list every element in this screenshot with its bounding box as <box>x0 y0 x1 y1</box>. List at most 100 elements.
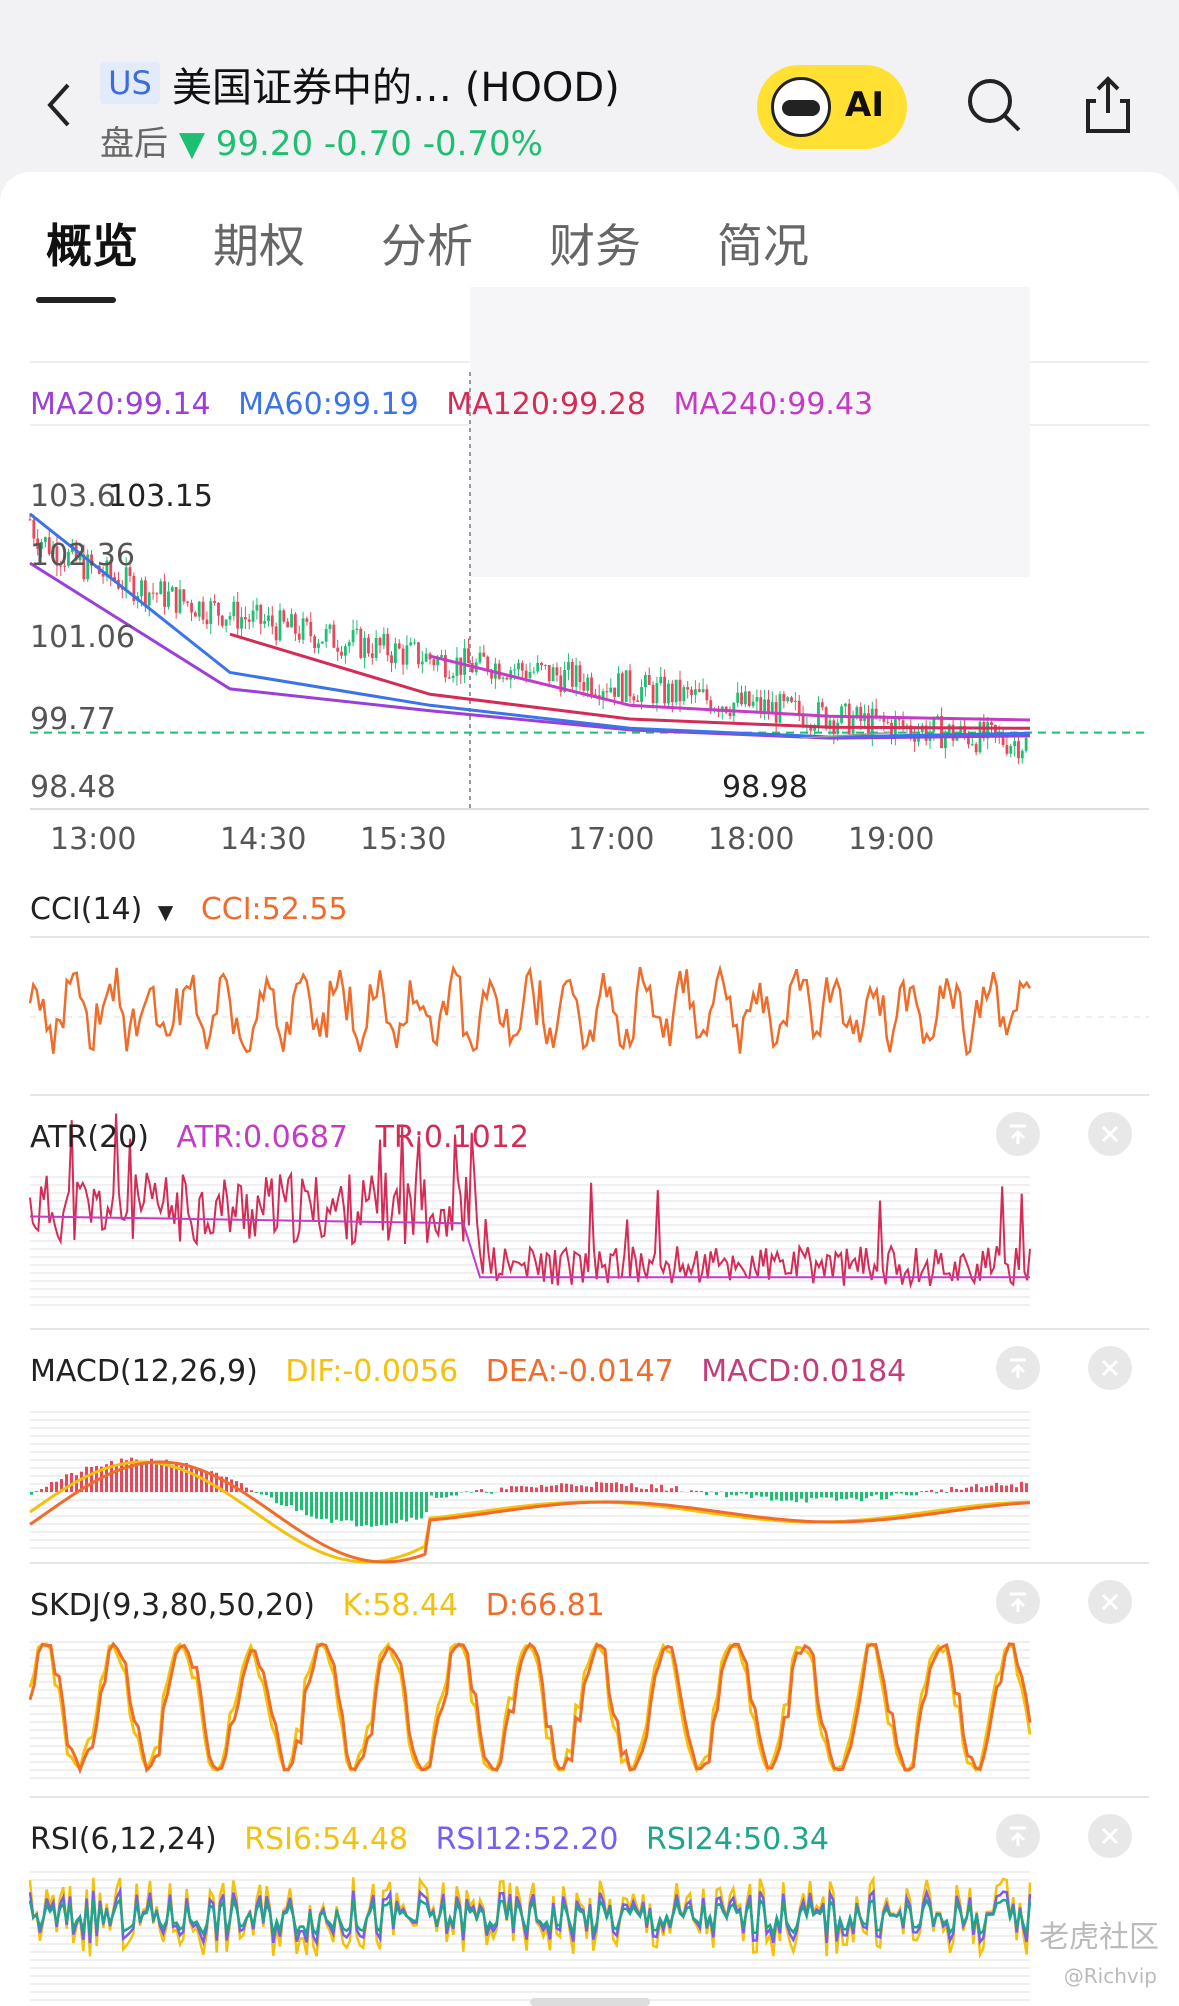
candle-body <box>274 626 278 641</box>
candle-body <box>601 691 605 699</box>
macd-histogram-bar <box>845 1492 848 1500</box>
close-indicator-button[interactable] <box>1088 1580 1132 1624</box>
macd-histogram-bar <box>325 1492 328 1519</box>
candle-body <box>628 670 632 697</box>
candle-body <box>970 744 974 746</box>
candle-body <box>517 663 520 670</box>
macd-histogram-bar <box>490 1492 493 1494</box>
candle-body <box>505 677 509 680</box>
candle-body <box>670 683 674 703</box>
tab-analysis[interactable]: 分析 <box>381 219 473 273</box>
pin-indicator-button[interactable] <box>996 1580 1040 1624</box>
pin-icon <box>1010 1358 1026 1378</box>
candle-body <box>347 642 351 647</box>
pin-indicator-button[interactable] <box>996 1112 1040 1156</box>
candle-body <box>90 554 93 566</box>
candle-body <box>409 642 413 646</box>
candle-body <box>851 717 855 734</box>
macd-histogram-bar <box>835 1492 838 1501</box>
market-badge: US <box>100 62 160 104</box>
candle-body <box>332 624 336 648</box>
pin-icon <box>1010 1592 1026 1612</box>
tab-financials[interactable]: 财务 <box>549 219 641 273</box>
macd-histogram-bar <box>800 1492 803 1499</box>
candle-body <box>378 637 382 646</box>
pin-indicator-button[interactable] <box>996 1814 1040 1858</box>
dea-line <box>29 1460 1031 1564</box>
candle-body <box>440 655 443 658</box>
candle-body <box>182 589 186 602</box>
rsi24-line <box>28 1896 1032 1940</box>
candle-body <box>297 633 301 640</box>
close-icon <box>1101 1359 1119 1377</box>
candle-body <box>793 700 797 702</box>
macd-histogram-bar <box>500 1487 503 1492</box>
macd-histogram-bar <box>65 1474 68 1492</box>
candle-body <box>424 653 428 662</box>
macd-histogram-bar <box>280 1492 283 1505</box>
y-tick-3: 99.77 <box>30 702 116 737</box>
candle-body <box>532 671 536 673</box>
pin-indicator-button[interactable] <box>996 1346 1040 1390</box>
rsi24-value: RSI24:50.34 <box>646 1822 829 1857</box>
macd-histogram-bar <box>475 1489 478 1492</box>
tab-profile[interactable]: 简况 <box>717 219 809 273</box>
watermark: 老虎社区 <box>1039 1920 1159 1955</box>
macd-histogram-bar <box>990 1485 993 1492</box>
search-icon[interactable] <box>964 75 1024 135</box>
macd-histogram-bar <box>610 1482 613 1492</box>
cci-header: CCI(14) ▼ CCI:52.55 <box>30 892 366 927</box>
cci-title[interactable]: CCI(14) <box>30 892 143 927</box>
macd-histogram-bar <box>665 1490 668 1492</box>
back-icon[interactable] <box>40 80 80 130</box>
candle-body <box>747 691 751 707</box>
macd-histogram-bar <box>75 1475 78 1492</box>
candle-body <box>667 683 670 704</box>
tr-value: TR:0.1012 <box>375 1120 529 1155</box>
close-indicator-button[interactable] <box>1088 1346 1132 1390</box>
macd-histogram-bar <box>320 1492 323 1520</box>
candle-body <box>786 697 790 702</box>
candle-body <box>167 591 170 607</box>
candle-body <box>293 614 297 634</box>
macd-histogram-bar <box>360 1492 363 1527</box>
toolbar-underline <box>36 297 116 303</box>
tab-overview[interactable]: 概览 <box>46 219 138 273</box>
candle-body <box>32 519 36 539</box>
close-indicator-button[interactable] <box>1088 1112 1132 1156</box>
close-indicator-button[interactable] <box>1088 1814 1132 1858</box>
chevron-down-icon[interactable]: ▼ <box>157 900 174 924</box>
share-icon[interactable] <box>1078 75 1138 135</box>
macd-histogram-bar <box>440 1492 443 1498</box>
candle-body <box>963 725 967 734</box>
candle-body <box>797 700 801 714</box>
ma-line-ma240 <box>429 654 1031 722</box>
candle-body <box>436 657 440 666</box>
tab-options[interactable]: 期权 <box>213 219 305 273</box>
macd-histogram-bar <box>945 1492 948 1493</box>
chart-area[interactable] <box>0 172 1179 2006</box>
candle-body <box>663 676 667 704</box>
time-tick-0: 13:00 <box>50 822 137 857</box>
atr-line <box>29 1215 1030 1279</box>
candle-body <box>643 674 647 688</box>
candle-body <box>659 676 663 684</box>
macd-histogram-bar <box>765 1492 768 1497</box>
ai-button[interactable]: AI <box>757 65 907 149</box>
macd-histogram-bar <box>635 1487 638 1492</box>
macd-histogram-bar <box>980 1487 983 1492</box>
macd-histogram-bar <box>630 1483 633 1492</box>
candle-body <box>382 633 386 646</box>
candle-body <box>778 694 782 723</box>
candle-body <box>967 733 970 745</box>
macd-histogram-bar <box>250 1490 253 1492</box>
macd-histogram-bar <box>650 1484 653 1492</box>
candle-body <box>301 618 305 640</box>
cci-value: CCI:52.55 <box>200 892 348 927</box>
candle-body <box>251 610 255 622</box>
macd-histogram-bar <box>970 1486 973 1492</box>
macd-histogram-bar <box>675 1486 678 1492</box>
candle-body <box>393 643 397 663</box>
candle-body <box>63 565 67 567</box>
macd-histogram-bar <box>830 1492 833 1498</box>
